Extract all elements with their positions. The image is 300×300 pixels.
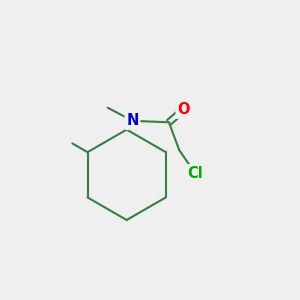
Text: Cl: Cl [187, 166, 203, 181]
Text: O: O [177, 102, 190, 117]
Text: N: N [126, 113, 139, 128]
